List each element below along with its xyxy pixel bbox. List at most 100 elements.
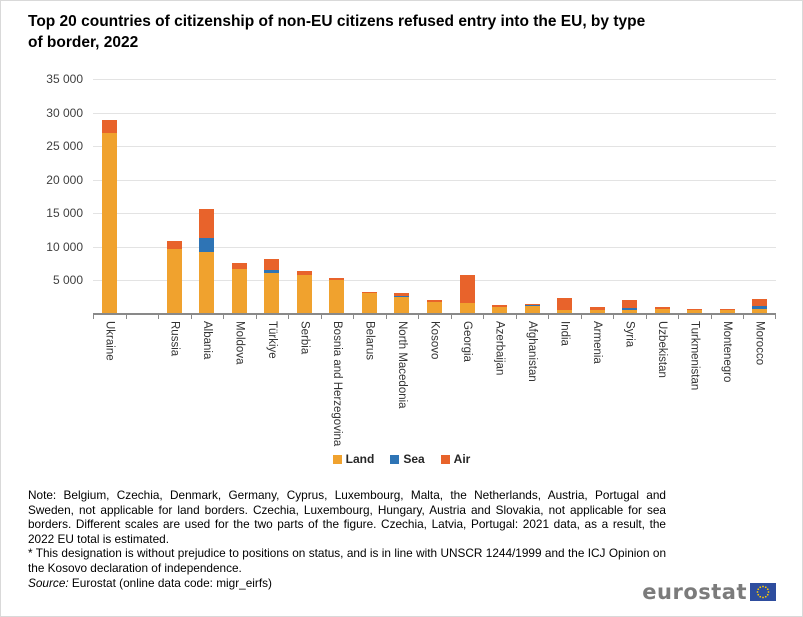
bar-segment-sea [622,307,638,310]
x-tick-label: Turkmenistan [688,321,701,391]
bar-segment-land [231,269,247,313]
x-tick-label: Belarus [363,321,376,360]
bar-segment-air [296,270,312,275]
x-axis-tick [418,315,420,319]
bar-segment-land [557,309,573,313]
x-axis-tick [613,315,615,319]
bar-segment-land [459,302,475,313]
bar-segment-air [427,299,442,302]
x-axis-tick [320,315,322,319]
bar-segment-air [101,119,117,134]
x-tick-label: Serbia [298,321,311,355]
bar-segment-air [622,299,638,308]
x-axis-tick [353,315,355,319]
bar-segment-air [557,298,573,310]
gridline [93,79,776,80]
bar-segment-land [329,280,345,313]
bar-segment-land [752,308,768,313]
x-axis-tick [548,315,550,319]
bar-segment-land [296,274,312,313]
bar-segment-air [459,274,475,303]
bar-segment-land [394,296,410,313]
x-tick-label: Afghanistan [526,321,539,382]
bar-segment-land [166,249,182,313]
x-axis-tick [125,315,127,319]
bar-segment-land [687,309,703,313]
legend-item-land: Land [332,452,374,466]
x-axis-tick [158,315,160,319]
bar-segment-land [524,306,540,313]
bar-segment-land [361,292,377,313]
x-axis-tick [645,315,647,319]
bar-segment-land [589,309,605,313]
x-axis-tick [93,315,94,319]
gridline [93,213,776,215]
bar-segment-sea [394,296,410,297]
source-line: Source: Eurostat (online data code: migr… [28,576,528,590]
x-axis-tick [385,315,387,319]
bar-segment-air [394,292,410,297]
bar-segment-air [264,258,280,271]
x-tick-label: Syria [623,321,636,348]
gridline [93,246,776,248]
x-tick-label: India [558,321,571,346]
x-tick-label: Azerbaijan [493,321,506,376]
y-tick-label: 35 000 [46,72,83,86]
y-tick-label: 30 000 [46,105,83,120]
gridline [93,112,776,114]
x-tick-label: Uzbekistan [656,321,669,378]
bar-segment-land [264,273,280,313]
x-tick-label: Albania [200,321,213,360]
x-axis-tick [775,315,776,319]
bar-segment-air [589,307,605,310]
x-axis-tick [223,315,225,319]
bar-segment-air [231,263,247,270]
eu-flag-icon [750,583,776,601]
footnote-text: * This designation is without prejudice … [28,546,666,575]
x-tick-label: Bosnia and Herzegovina [330,321,343,447]
x-tick-label: Kosovo [428,321,441,360]
x-axis-tick [450,315,452,319]
x-axis-tick [710,315,712,319]
y-tick-label: 10 000 [46,239,83,254]
bar-segment-land [492,306,508,313]
y-tick-label: 15 000 [46,206,83,221]
bar-segment-air [752,299,768,306]
gridline [93,280,776,282]
bar-segment-land [654,308,670,313]
bar-segment-land [719,309,735,313]
source-prefix: Source: [28,576,69,590]
bar-segment-air [166,241,182,250]
eurostat-logo-text: eurostat [642,580,747,604]
legend-item-sea: Sea [390,452,425,466]
x-axis-tick [515,315,517,319]
bar-segment-air [654,306,670,309]
chart-legend: Land Sea Air [1,452,802,466]
gridline [93,179,776,181]
plot-area [93,79,776,319]
x-axis-line [93,313,776,315]
gridline [93,146,776,148]
y-tick-label: 5 000 [52,273,83,288]
bar-segment-air [361,291,377,293]
bar-segment-air [492,305,508,307]
legend-swatch-icon [332,454,342,464]
x-tick-label: Georgia [461,321,474,362]
x-axis-tick [255,315,257,319]
x-axis-tick [678,315,680,319]
bar-segment-air [524,304,540,306]
x-tick-label: Morocco [753,321,766,366]
bar-segment-land [199,251,215,313]
x-axis-tick [743,315,745,319]
x-tick-label: Türkiye [265,321,278,359]
y-tick-label: 20 000 [46,172,83,187]
bar-segment-sea [264,270,280,274]
x-tick-label: Armenia [591,321,604,364]
bar-segment-land [622,309,638,313]
x-tick-label: Moldova [233,321,246,365]
x-axis-tick [288,315,290,319]
bar-segment-air [329,278,345,281]
bar-segment-air [199,208,215,239]
legend-item-air: Air [440,452,470,466]
